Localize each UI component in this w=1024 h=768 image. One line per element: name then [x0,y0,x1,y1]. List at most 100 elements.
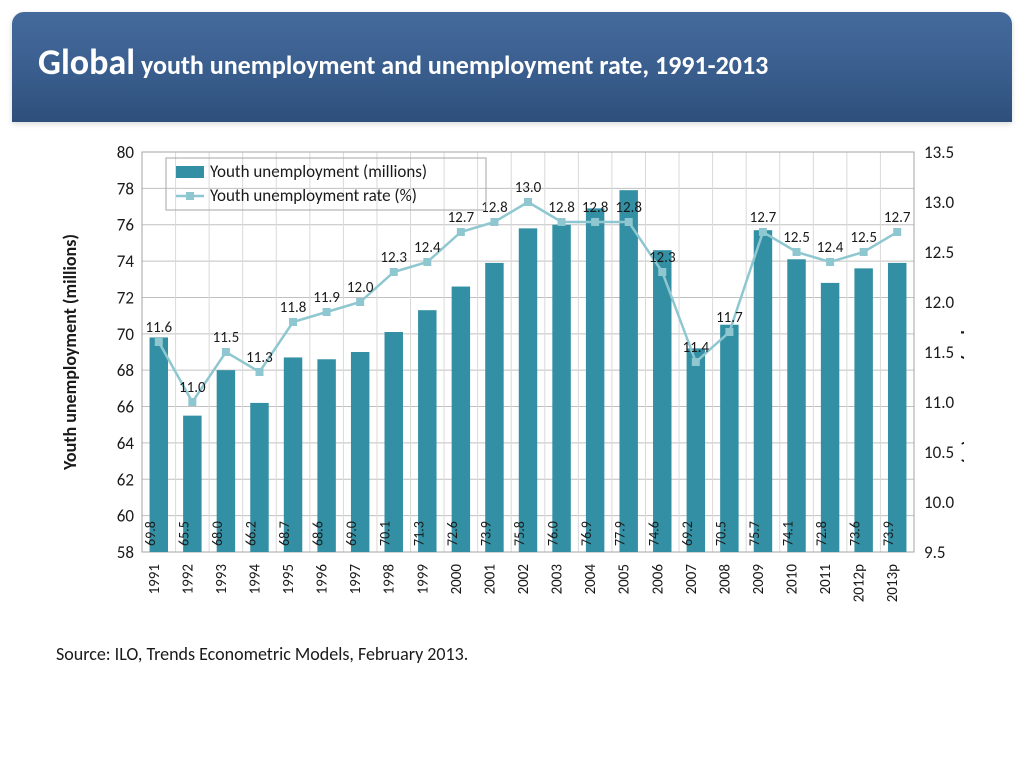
rate-value-label: 11.7 [716,309,743,327]
y-right-tick: 12.0 [924,292,955,313]
x-tick-label: 1998 [381,564,399,594]
x-tick-label: 2007 [683,564,701,595]
x-tick-label: 1996 [314,564,332,595]
bar-value-label: 72.6 [444,521,461,546]
bar [653,250,671,552]
x-tick-label: 2011 [817,564,835,594]
rate-value-label: 12.0 [347,279,374,297]
y-left-tick: 62 [117,469,134,490]
bar-value-label: 68.0 [209,521,226,546]
rate-marker [692,359,699,366]
legend-line-marker [186,192,194,200]
x-tick-label: 2010 [784,564,802,595]
bar-value-label: 73.6 [847,521,864,546]
title-rest: youth unemployment and unemployment rate… [135,49,768,81]
x-tick-label: 2002 [515,564,533,594]
y-right-tick: 10.0 [924,492,955,513]
y-left-tick: 66 [117,397,135,418]
bar-value-label: 70.1 [377,521,394,546]
rate-value-label: 11.4 [683,339,710,357]
rate-marker [592,219,599,226]
rate-value-label: 12.5 [850,229,877,247]
bar-value-label: 76.9 [578,521,595,546]
rate-marker [793,249,800,256]
rate-value-label: 12.7 [884,209,911,227]
x-tick-label: 1991 [146,564,164,594]
rate-marker [256,369,263,376]
rate-marker [457,229,464,236]
y-left-tick: 80 [117,142,135,163]
x-tick-label: 1997 [347,564,365,595]
x-tick-label: 2005 [616,564,634,594]
chart-container: 5860626466687072747678809.510.010.511.01… [12,142,1012,627]
x-tick-label: 2000 [448,564,466,595]
y-right-tick: 13.5 [924,142,954,163]
rate-marker [894,229,901,236]
bar-value-label: 69.2 [679,521,696,546]
y-left-tick: 72 [117,287,134,308]
y-left-tick: 58 [117,542,134,563]
x-tick-label: 2001 [481,564,499,594]
bar-value-label: 68.6 [310,521,327,546]
rate-value-label: 12.4 [414,239,441,257]
bar-value-label: 69.0 [343,521,360,546]
y-left-tick: 74 [117,251,135,272]
bar [754,230,772,552]
rate-marker [625,219,632,226]
rate-marker [860,249,867,256]
bar-value-label: 73.9 [880,521,897,546]
rate-value-label: 11.8 [280,299,307,317]
bar [452,287,470,552]
y-right-tick: 10.5 [924,442,954,463]
bar [821,283,839,552]
x-tick-label: 2004 [582,564,600,595]
y-left-tick: 68 [117,360,134,381]
y-left-tick: 70 [117,324,135,345]
title-banner: Global youth unemployment and unemployme… [12,12,1012,122]
bar-value-label: 66.2 [242,521,259,546]
rate-value-label: 11.0 [179,379,206,397]
bar [150,337,168,552]
y-left-tick: 78 [117,178,134,199]
y-right-tick: 11.0 [924,392,955,413]
bar [519,228,537,552]
rate-value-label: 11.9 [313,289,340,307]
bar [385,332,403,552]
y-right-tick: 13.0 [924,192,955,213]
y-right-tick: 11.5 [924,342,954,363]
rate-marker [726,329,733,336]
rate-marker [558,219,565,226]
bar-value-label: 69.8 [142,521,159,546]
rate-value-label: 12.8 [615,199,642,217]
bar [586,208,604,552]
x-tick-label: 2012p [851,564,869,602]
bar-value-label: 74.1 [780,521,797,546]
x-tick-label: 1994 [246,564,264,595]
bar [619,190,637,552]
y-right-title: Youth unemployment rate (%) [959,239,964,464]
rate-marker [759,229,766,236]
rate-value-label: 11.3 [246,349,273,367]
bar-value-label: 77.9 [612,521,629,546]
rate-marker [424,259,431,266]
bar [418,310,436,552]
bar-value-label: 71.3 [410,521,427,546]
x-tick-label: 2009 [750,564,768,595]
x-tick-label: 1993 [213,564,231,595]
bar [854,268,872,552]
x-tick-label: 1999 [414,564,432,595]
bar-value-label: 75.8 [511,521,528,546]
y-right-tick: 9.5 [924,542,946,563]
rate-marker [222,349,229,356]
rate-marker [525,199,532,206]
rate-value-label: 12.8 [548,199,575,217]
rate-marker [323,309,330,316]
bar [552,225,570,552]
bar-value-label: 72.8 [813,521,830,546]
rate-marker [155,339,162,346]
rate-value-label: 11.5 [213,329,240,347]
x-tick-label: 2013p [884,564,902,602]
rate-marker [659,269,666,276]
bar-value-label: 65.5 [175,521,192,546]
rate-value-label: 12.5 [783,229,810,247]
